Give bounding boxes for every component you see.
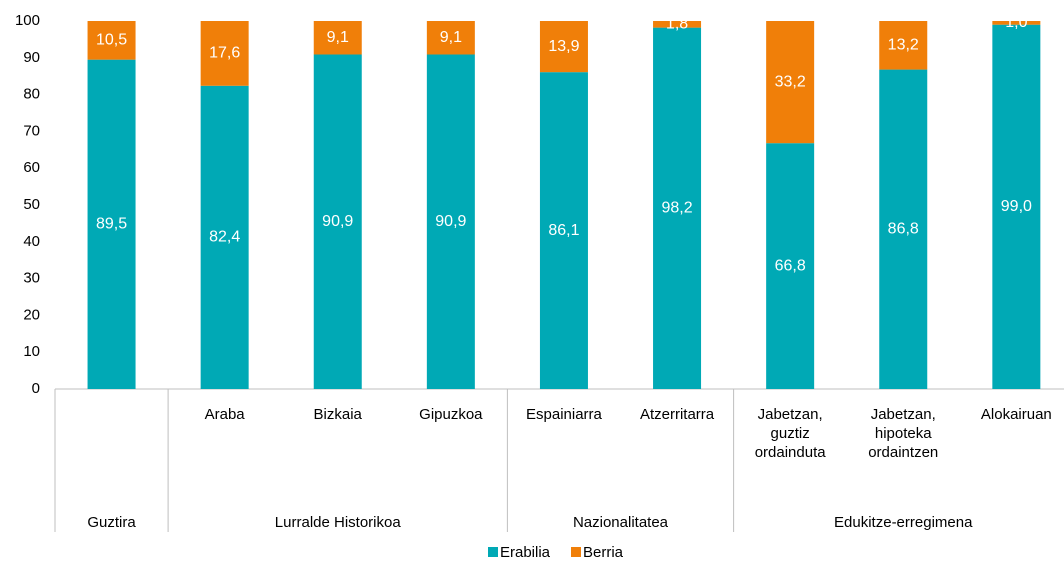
value-label: 1,0 — [1005, 14, 1027, 31]
bar-segment — [313, 54, 362, 389]
group-label: Nazionalitatea — [572, 514, 669, 531]
y-tick-label: 100 — [15, 12, 40, 29]
legend-label: Erabilia — [500, 544, 551, 561]
bar-segment — [992, 21, 1041, 25]
y-tick-label: 50 — [23, 196, 40, 213]
value-label: 66,8 — [775, 257, 806, 274]
value-label: 10,5 — [96, 32, 127, 49]
bar-segment — [879, 21, 928, 70]
value-label: 82,4 — [209, 229, 240, 246]
x-tick-label: Jabetzan, guztiz ordainduta — [754, 406, 826, 461]
legend-label: Berria — [583, 544, 624, 561]
bar-segment — [426, 21, 475, 55]
y-tick-label: 60 — [23, 159, 40, 176]
value-label: 89,5 — [96, 216, 127, 233]
bar-segment — [539, 21, 588, 73]
y-tick-label: 80 — [23, 86, 40, 103]
bar-segment — [766, 21, 815, 144]
legend-swatch — [571, 547, 581, 557]
group-label: Edukitze-erregimena — [834, 514, 973, 531]
value-label: 90,9 — [435, 213, 466, 230]
value-label: 13,2 — [888, 37, 919, 54]
value-label: 9,1 — [327, 29, 349, 46]
bar-segment — [426, 54, 475, 389]
x-tick-label: Bizkaia — [313, 406, 362, 423]
y-tick-label: 0 — [32, 380, 40, 397]
bar-segment — [200, 21, 249, 86]
x-tick-label: Jabetzan, hipoteka ordaintzen — [868, 406, 939, 461]
bar-segment — [653, 21, 702, 28]
value-label: 98,2 — [661, 200, 692, 217]
value-label: 1,8 — [666, 16, 688, 33]
value-label: 99,0 — [1001, 198, 1032, 215]
bar-segment — [200, 85, 249, 389]
value-label: 17,6 — [209, 45, 240, 62]
bar-segment — [87, 59, 136, 389]
value-label: 13,9 — [548, 38, 579, 55]
value-label: 86,8 — [888, 221, 919, 238]
value-label: 33,2 — [775, 73, 806, 90]
x-tick-label: Gipuzkoa — [419, 406, 483, 423]
y-tick-label: 70 — [23, 122, 40, 139]
bar-segment — [992, 24, 1041, 390]
y-tick-label: 10 — [23, 343, 40, 360]
value-label: 90,9 — [322, 213, 353, 230]
bar-segment — [313, 21, 362, 55]
x-tick-label: Araba — [204, 406, 245, 423]
bar-segment — [653, 27, 702, 390]
bar-segment — [539, 72, 588, 389]
group-label: Guztira — [87, 514, 136, 531]
value-label: 9,1 — [440, 29, 462, 46]
bar-segment — [879, 69, 928, 390]
y-tick-label: 40 — [23, 233, 40, 250]
bar-segment — [766, 143, 815, 389]
y-tick-label: 90 — [23, 49, 40, 66]
group-label: Lurralde Historikoa — [274, 514, 401, 531]
x-tick-label: Espainiarra — [526, 406, 602, 423]
legend-swatch — [488, 547, 498, 557]
bar-segment — [87, 21, 136, 60]
x-tick-label: Alokairuan — [980, 406, 1052, 423]
y-tick-label: 20 — [23, 306, 40, 323]
value-label: 86,1 — [548, 222, 579, 239]
x-tick-label: Atzerritarra — [639, 406, 715, 423]
y-tick-label: 30 — [23, 270, 40, 287]
